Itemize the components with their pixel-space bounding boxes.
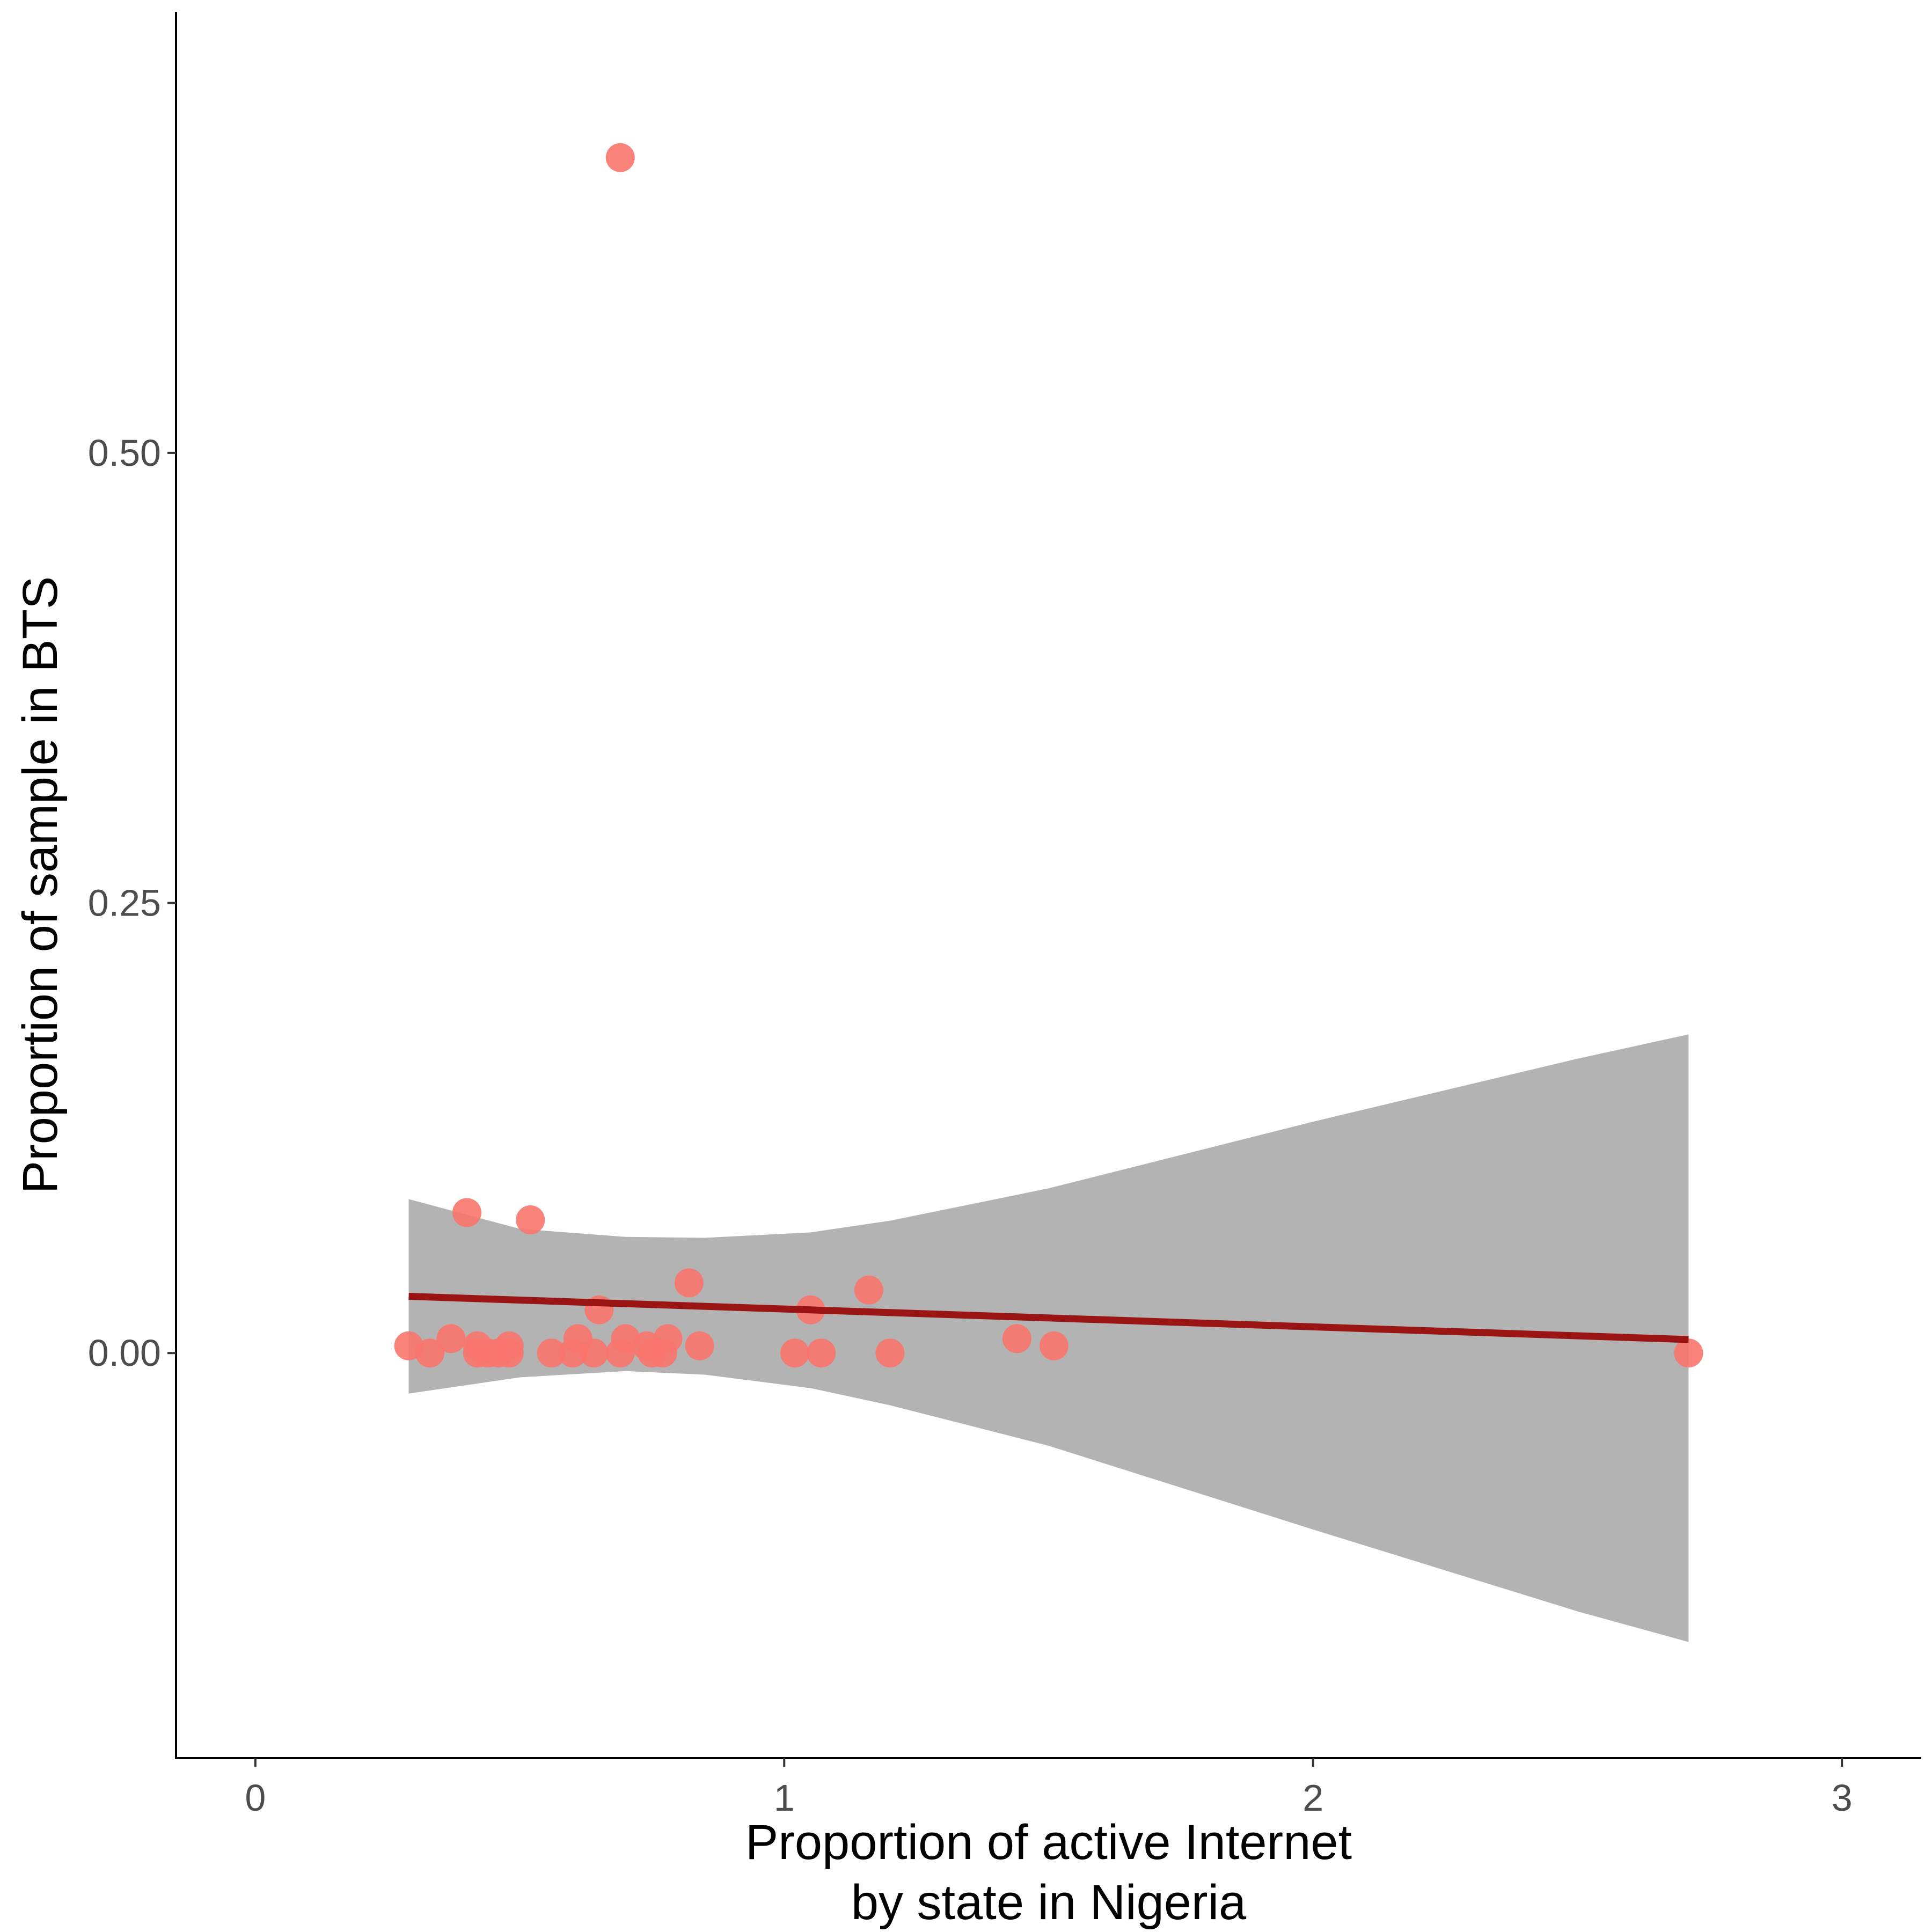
- x-tick-label-3: 3: [1832, 1777, 1853, 1819]
- x-axis-title-line-1: Proportion of active Internet: [745, 1815, 1352, 1870]
- x-tick-label-2: 2: [1302, 1777, 1323, 1819]
- data-point-4: [452, 1198, 481, 1227]
- y-tick-label-0.50: 0.50: [88, 432, 161, 474]
- data-point-28: [807, 1338, 836, 1368]
- data-point-33: [1674, 1338, 1703, 1368]
- data-point-2: [415, 1338, 444, 1368]
- trend-line-layer: [408, 1293, 1689, 1343]
- data-point-30: [875, 1338, 905, 1368]
- y-axis-ticks: 0.00 0.25 0.50: [88, 432, 176, 1374]
- data-point-23: [653, 1324, 683, 1353]
- data-point-10: [494, 1338, 524, 1368]
- y-tick-label-0.25: 0.25: [88, 882, 161, 924]
- trend-line: [408, 1293, 1689, 1343]
- data-points-layer: [394, 143, 1703, 1368]
- data-point-3: [436, 1324, 466, 1353]
- data-point-31: [1002, 1324, 1031, 1353]
- x-axis-title-line-2: by state in Nigeria: [851, 1875, 1247, 1930]
- x-axis-ticks: 0 1 2 3: [245, 1758, 1853, 1819]
- data-point-24: [674, 1268, 704, 1298]
- y-tick-label-0.00: 0.00: [88, 1332, 161, 1374]
- x-tick-label-0: 0: [245, 1777, 266, 1819]
- data-point-15: [579, 1338, 609, 1368]
- data-point-25: [685, 1331, 714, 1360]
- data-point-17: [605, 143, 635, 172]
- data-point-26: [780, 1338, 809, 1368]
- data-point-32: [1039, 1331, 1069, 1360]
- data-point-11: [516, 1205, 545, 1234]
- data-point-29: [854, 1275, 883, 1305]
- data-point-12: [537, 1338, 566, 1368]
- axes: 0 1 2 3 0.00 0.25 0.50: [88, 12, 1921, 1819]
- y-axis-title: Proportion of sample in BTS: [13, 576, 68, 1194]
- x-tick-label-1: 1: [774, 1777, 795, 1819]
